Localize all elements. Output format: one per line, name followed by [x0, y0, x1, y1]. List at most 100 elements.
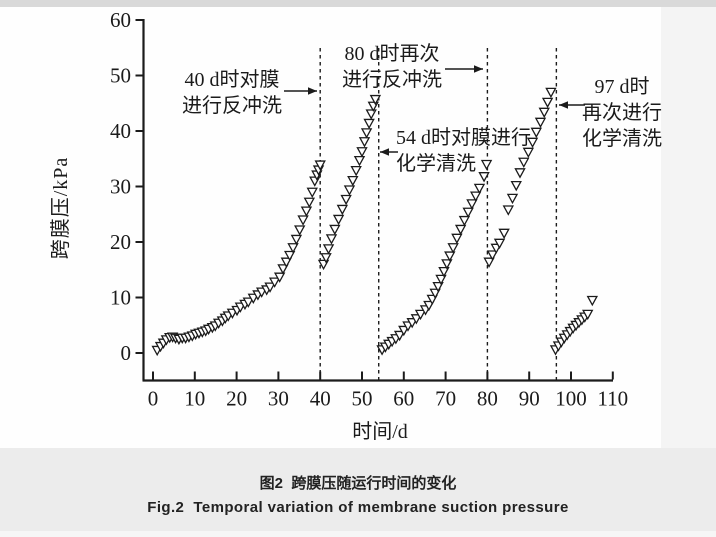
chart-region — [0, 7, 716, 448]
data-point-marker — [502, 205, 514, 216]
data-point-marker — [498, 228, 510, 240]
x-tick-label: 80 — [477, 387, 498, 411]
page-right-margin — [661, 7, 716, 448]
data-point-marker — [358, 137, 371, 148]
data-point-marker — [480, 159, 493, 171]
y-tick-label: 40 — [110, 119, 131, 143]
plot-area: 0 10 20 30 40 50 60 0 10 20 30 40 50 60 70 80 90 100 110 — [110, 8, 628, 411]
data-point-marker — [432, 281, 444, 293]
x-tick-label: 70 — [435, 387, 456, 411]
data-point-marker — [325, 234, 338, 245]
data-point-marker — [458, 215, 471, 227]
data-point-marker — [414, 309, 427, 321]
data-point-marker — [454, 224, 467, 236]
data-point-marker — [586, 295, 599, 307]
annotation-chemical-clean-54d: 54 d时对膜进行 化学清洗 — [396, 125, 560, 177]
annotation-line: 40 d时对膜 — [184, 69, 280, 91]
y-tick-label: 50 — [110, 64, 131, 88]
data-point-marker — [530, 127, 543, 139]
data-point-marker — [582, 309, 594, 321]
x-tick-label: 50 — [352, 387, 373, 411]
data-point-marker — [242, 297, 255, 308]
x-tick-label: 100 — [555, 387, 587, 411]
y-tick-label: 60 — [110, 8, 131, 32]
data-point-marker — [336, 204, 349, 216]
annotation-line: 化学清洗 — [582, 128, 662, 150]
x-tick-label: 110 — [597, 387, 628, 411]
annotation-line: 97 d时 — [594, 76, 650, 98]
data-point-marker — [322, 244, 335, 255]
data-point-marker — [429, 288, 441, 300]
data-point-marker — [303, 197, 316, 208]
data-point-marker — [365, 109, 377, 120]
data-point-marker — [514, 168, 526, 179]
caption-panel: 图2 跨膜压随运行时间的变化 Fig.2 Temporal variation … — [0, 448, 716, 537]
y-tick-label: 10 — [110, 286, 131, 310]
annotation-line: 80 d时再次 — [344, 43, 440, 65]
plot-canvas: 0 10 20 30 40 50 60 0 10 20 30 40 50 60 70 80 90 100 110 — [110, 8, 628, 411]
annotation-line: 54 d时对膜进行 — [396, 127, 531, 149]
data-point-marker — [306, 187, 318, 199]
data-point-marker — [297, 215, 309, 226]
data-point-marker — [280, 257, 293, 268]
data-point-marker — [545, 87, 557, 99]
figure-caption-chinese: 图2 跨膜压随运行时间的变化 — [259, 475, 457, 492]
data-point-marker — [343, 185, 356, 196]
annotation-arrow-head — [380, 148, 389, 156]
data-point-marker — [350, 165, 362, 177]
data-point-marker — [294, 225, 306, 236]
x-tick-label: 10 — [184, 387, 205, 411]
page-bottom-strip — [0, 531, 716, 537]
annotation-arrow-head — [308, 87, 317, 95]
data-point-marker — [506, 193, 519, 205]
annotation-chemical-clean-97d: 97 d时 再次进行 化学清洗 — [578, 74, 666, 152]
data-point-marker — [478, 172, 490, 183]
data-point-marker — [287, 243, 299, 254]
data-point-marker — [393, 330, 406, 342]
data-point-marker — [369, 94, 382, 106]
y-tick-label: 30 — [110, 175, 131, 199]
data-point-marker — [510, 180, 522, 192]
data-point-marker — [283, 250, 296, 262]
data-point-marker — [360, 128, 373, 139]
annotation-arrow-head — [474, 65, 483, 73]
annotation-backwash-40d: 40 d时对膜 进行反冲洗 — [178, 67, 286, 119]
data-point-marker — [290, 234, 303, 246]
annotation-line: 进行反冲洗 — [182, 95, 282, 117]
annotation-line: 进行反冲洗 — [342, 69, 442, 91]
data-point-marker — [363, 118, 375, 130]
x-tick-label: 60 — [393, 387, 414, 411]
annotation-line: 再次进行 — [582, 102, 662, 124]
data-point-marker — [438, 266, 450, 278]
y-axis-title: 跨膜压/kPa — [50, 156, 72, 260]
data-point-marker — [441, 259, 453, 270]
data-point-marker — [277, 264, 289, 275]
data-point-marker — [541, 97, 554, 109]
data-point-marker — [451, 233, 463, 245]
page-top-band — [0, 0, 716, 7]
data-point-marker — [398, 325, 410, 337]
x-tick-label: 20 — [226, 387, 247, 411]
data-point-marker — [423, 300, 435, 312]
data-point-marker — [347, 175, 359, 187]
annotation-backwash-80d: 80 d时再次 进行反冲洗 — [335, 41, 449, 93]
x-tick-label: 40 — [310, 387, 331, 411]
annotation-arrow-head — [559, 101, 568, 109]
data-point-marker — [486, 250, 499, 261]
x-tick-label: 0 — [148, 387, 159, 411]
annotation-line: 化学清洗 — [396, 153, 476, 175]
data-point-marker — [332, 214, 345, 226]
data-point-marker — [329, 224, 341, 236]
data-point-marker — [340, 194, 352, 206]
data-point-marker — [353, 155, 366, 167]
data-point-marker — [526, 137, 539, 149]
data-point-marker — [493, 238, 506, 250]
data-point-marker — [469, 191, 482, 202]
figure-caption-english: Fig.2 Temporal variation of membrane suc… — [147, 499, 569, 516]
data-point-marker — [410, 314, 423, 325]
data-point-marker — [534, 117, 547, 129]
data-point-marker — [466, 199, 478, 210]
data-point-marker — [273, 272, 286, 283]
x-tick-label: 30 — [268, 387, 289, 411]
